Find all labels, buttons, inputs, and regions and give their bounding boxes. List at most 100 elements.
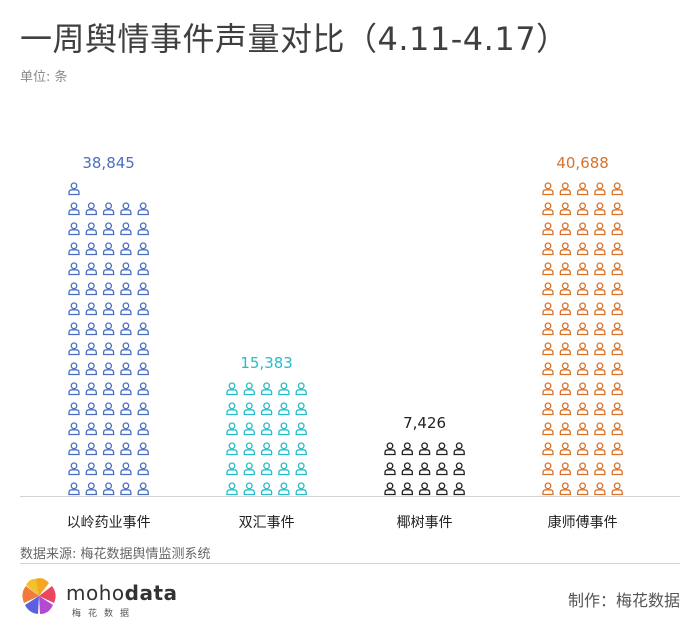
person-icon xyxy=(559,442,571,456)
person-icon xyxy=(576,202,589,216)
person-icon xyxy=(611,262,623,276)
person-icon xyxy=(559,222,571,236)
person-icon xyxy=(576,182,589,196)
person-icon xyxy=(85,342,97,356)
person-icon xyxy=(102,442,115,456)
person-icon xyxy=(542,342,554,356)
person-icon xyxy=(401,482,413,496)
brand-subtitle: 梅花数据 xyxy=(72,609,137,619)
person-icon xyxy=(85,442,97,456)
person-icon xyxy=(278,382,290,396)
person-icon xyxy=(559,182,571,196)
person-icon xyxy=(120,322,132,336)
person-icon xyxy=(243,422,255,436)
data-label: 15,383 xyxy=(240,354,293,372)
person-icon xyxy=(226,422,238,436)
person-icon xyxy=(102,342,115,356)
pinwheel-logo-icon xyxy=(22,578,56,614)
person-icon xyxy=(576,242,589,256)
person-icon xyxy=(594,362,606,376)
person-icon xyxy=(120,362,132,376)
person-icon xyxy=(243,462,255,476)
person-icon xyxy=(542,282,554,296)
person-icon xyxy=(559,282,571,296)
person-icon xyxy=(278,482,290,496)
person-icon xyxy=(542,262,554,276)
person-icon xyxy=(542,382,554,396)
person-icon xyxy=(260,402,273,416)
person-icon xyxy=(576,222,589,236)
person-icon xyxy=(594,342,606,356)
person-icon xyxy=(295,382,307,396)
person-icon xyxy=(594,382,606,396)
person-icon xyxy=(453,482,465,496)
unit-label: 单位: 条 xyxy=(20,70,68,85)
person-icon xyxy=(542,222,554,236)
person-icon xyxy=(68,342,80,356)
person-icon xyxy=(278,442,290,456)
person-icon xyxy=(102,422,115,436)
person-icon xyxy=(137,482,149,496)
person-icon xyxy=(576,322,589,336)
person-icon xyxy=(295,442,307,456)
person-icon xyxy=(137,442,149,456)
person-icon xyxy=(576,342,589,356)
person-icon xyxy=(137,322,149,336)
person-icon xyxy=(611,282,623,296)
person-icon xyxy=(594,202,606,216)
person-icon xyxy=(102,322,115,336)
person-icon xyxy=(418,442,431,456)
person-icon xyxy=(576,442,589,456)
person-icon xyxy=(137,202,149,216)
pictogram-chart: 38,845 以岭药业事件 15,383 双汇事件 7,426 椰树事件 40,688 康师傅… xyxy=(67,154,623,531)
person-icon xyxy=(559,422,571,436)
person-icon xyxy=(559,382,571,396)
person-icon xyxy=(594,402,606,416)
person-icon xyxy=(611,462,623,476)
person-icon xyxy=(68,222,80,236)
person-icon xyxy=(576,462,589,476)
person-icon xyxy=(68,482,80,496)
person-icon xyxy=(102,262,115,276)
person-icon xyxy=(594,442,606,456)
person-icon xyxy=(68,382,80,396)
person-icon xyxy=(68,302,80,316)
person-icon xyxy=(401,442,413,456)
person-icon xyxy=(120,242,132,256)
person-icon xyxy=(243,442,255,456)
person-icon xyxy=(68,282,80,296)
person-icon xyxy=(85,402,97,416)
person-icon xyxy=(137,342,149,356)
person-icon xyxy=(611,222,623,236)
person-icon xyxy=(611,202,623,216)
person-icon xyxy=(559,362,571,376)
person-icon xyxy=(559,242,571,256)
person-icon xyxy=(542,422,554,436)
person-icon xyxy=(576,482,589,496)
person-icon xyxy=(611,182,623,196)
person-icon xyxy=(278,402,290,416)
data-label: 7,426 xyxy=(403,414,446,432)
person-icon xyxy=(611,342,623,356)
person-icon xyxy=(542,242,554,256)
person-icon xyxy=(436,482,448,496)
person-icon xyxy=(559,202,571,216)
person-icon xyxy=(559,342,571,356)
person-icon xyxy=(120,422,132,436)
person-icon xyxy=(436,442,448,456)
data-label: 38,845 xyxy=(82,154,135,172)
person-icon xyxy=(260,482,273,496)
person-icon xyxy=(85,362,97,376)
person-icon xyxy=(137,402,149,416)
person-icon xyxy=(68,242,80,256)
person-icon xyxy=(260,442,273,456)
maker-credit: 制作：梅花数据 xyxy=(567,591,680,610)
person-icon xyxy=(85,322,97,336)
person-icon xyxy=(418,482,431,496)
person-icon xyxy=(68,202,80,216)
person-icon xyxy=(137,222,149,236)
person-icon xyxy=(278,462,290,476)
person-icon xyxy=(226,382,238,396)
person-icon xyxy=(594,462,606,476)
pictogram-bar xyxy=(226,382,307,496)
